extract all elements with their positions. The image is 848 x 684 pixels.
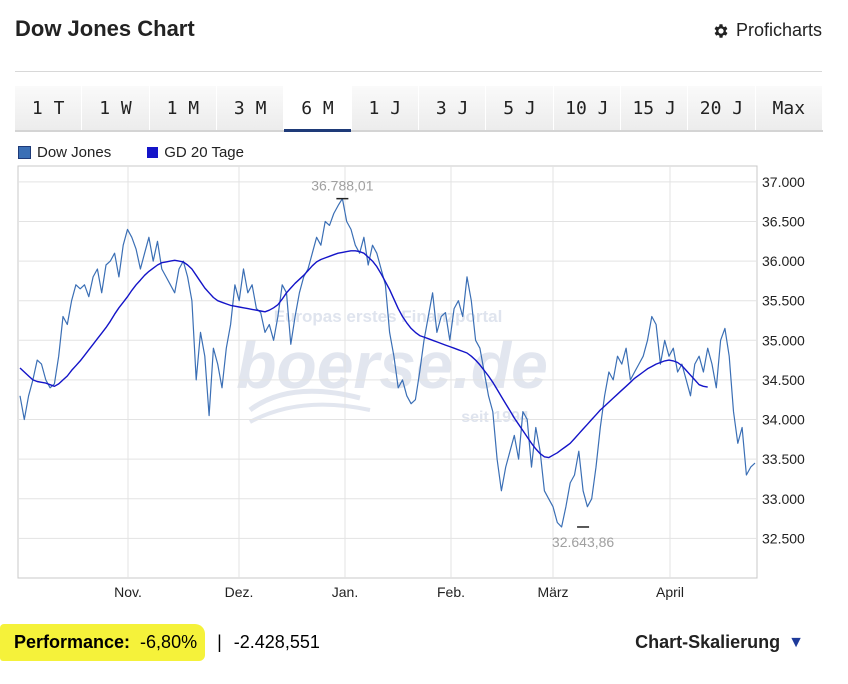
annotation-label: 36.788,01 (311, 178, 373, 194)
performance-label: Performance: (14, 631, 131, 652)
x-tick-label: April (656, 584, 684, 600)
tab-3j[interactable]: 3 J (419, 86, 487, 130)
legend-swatch-gd20 (147, 147, 159, 158)
triangle-down-icon: ▼ (788, 633, 804, 651)
y-tick-label: 36.000 (762, 253, 805, 269)
tab-15j[interactable]: 15 J (621, 86, 689, 130)
y-tick-label: 34.500 (762, 372, 805, 388)
performance-value: -6,80% (140, 631, 198, 652)
y-tick-label: 33.000 (762, 491, 805, 507)
performance-row: Performance: -6,80% | -2.428,551 (0, 620, 320, 664)
legend-item-dow-jones[interactable]: Dow Jones (18, 144, 111, 161)
gear-icon (714, 23, 728, 38)
x-tick-label: Dez. (225, 584, 254, 600)
legend-label-dow-jones: Dow Jones (37, 144, 112, 161)
y-tick-label: 33.500 (762, 451, 805, 467)
x-tick-label: März (537, 584, 568, 600)
x-tick-label: Feb. (437, 584, 465, 600)
price-chart: Europas erstes Finanzportalboerse.deseit… (17, 165, 805, 600)
performance-absolute: -2.428,551 (233, 631, 320, 652)
watermark-swoosh-1 (248, 388, 361, 413)
annotation-label: 32.643,86 (552, 534, 614, 550)
profichart-label: Proficharts (735, 20, 822, 40)
legend-swatch-dow-jones (18, 146, 31, 159)
tab-max[interactable]: Max (756, 86, 823, 130)
chart-legend: Dow Jones GD 20 Tage (18, 144, 244, 161)
watermark-main: boerse.de (236, 328, 548, 402)
tab-5j[interactable]: 5 J (486, 86, 554, 130)
tab-6m[interactable]: 6 M (284, 86, 352, 132)
tab-1j[interactable]: 1 J (352, 86, 419, 130)
y-tick-label: 34.000 (762, 412, 805, 428)
y-tick-label: 37.000 (762, 174, 805, 190)
series-line-gd20 (19, 250, 708, 459)
watermark-swoosh-2 (249, 402, 371, 424)
chart-scaling-dropdown[interactable]: Chart-Skalierung ▼ (635, 632, 804, 653)
y-tick-label: 32.500 (762, 530, 805, 546)
tab-20j[interactable]: 20 J (688, 86, 756, 130)
header-divider (15, 71, 822, 72)
y-tick-label: 35.000 (762, 332, 805, 348)
plot-area (17, 165, 758, 579)
chart-scaling-label: Chart-Skalierung (635, 632, 781, 652)
profichart-link[interactable]: Proficharts (712, 20, 822, 41)
y-tick-label: 35.500 (762, 293, 805, 309)
page-title: Dow Jones Chart (15, 16, 195, 41)
tab-1m[interactable]: 1 M (150, 86, 217, 130)
legend-item-gd20[interactable]: GD 20 Tage (147, 144, 244, 161)
performance-highlight: Performance: -6,80% (0, 623, 206, 661)
tab-1t[interactable]: 1 T (15, 86, 83, 130)
tab-3m[interactable]: 3 M (217, 86, 285, 130)
performance-separator: | (217, 631, 222, 652)
x-tick-label: Jan. (332, 584, 358, 600)
series-line-dow-jones (19, 198, 756, 528)
y-tick-label: 36.500 (762, 213, 805, 229)
tab-1w[interactable]: 1 W (82, 86, 150, 130)
x-tick-label: Nov. (114, 584, 142, 600)
tab-10j[interactable]: 10 J (554, 86, 621, 130)
legend-label-gd20: GD 20 Tage (164, 144, 244, 161)
